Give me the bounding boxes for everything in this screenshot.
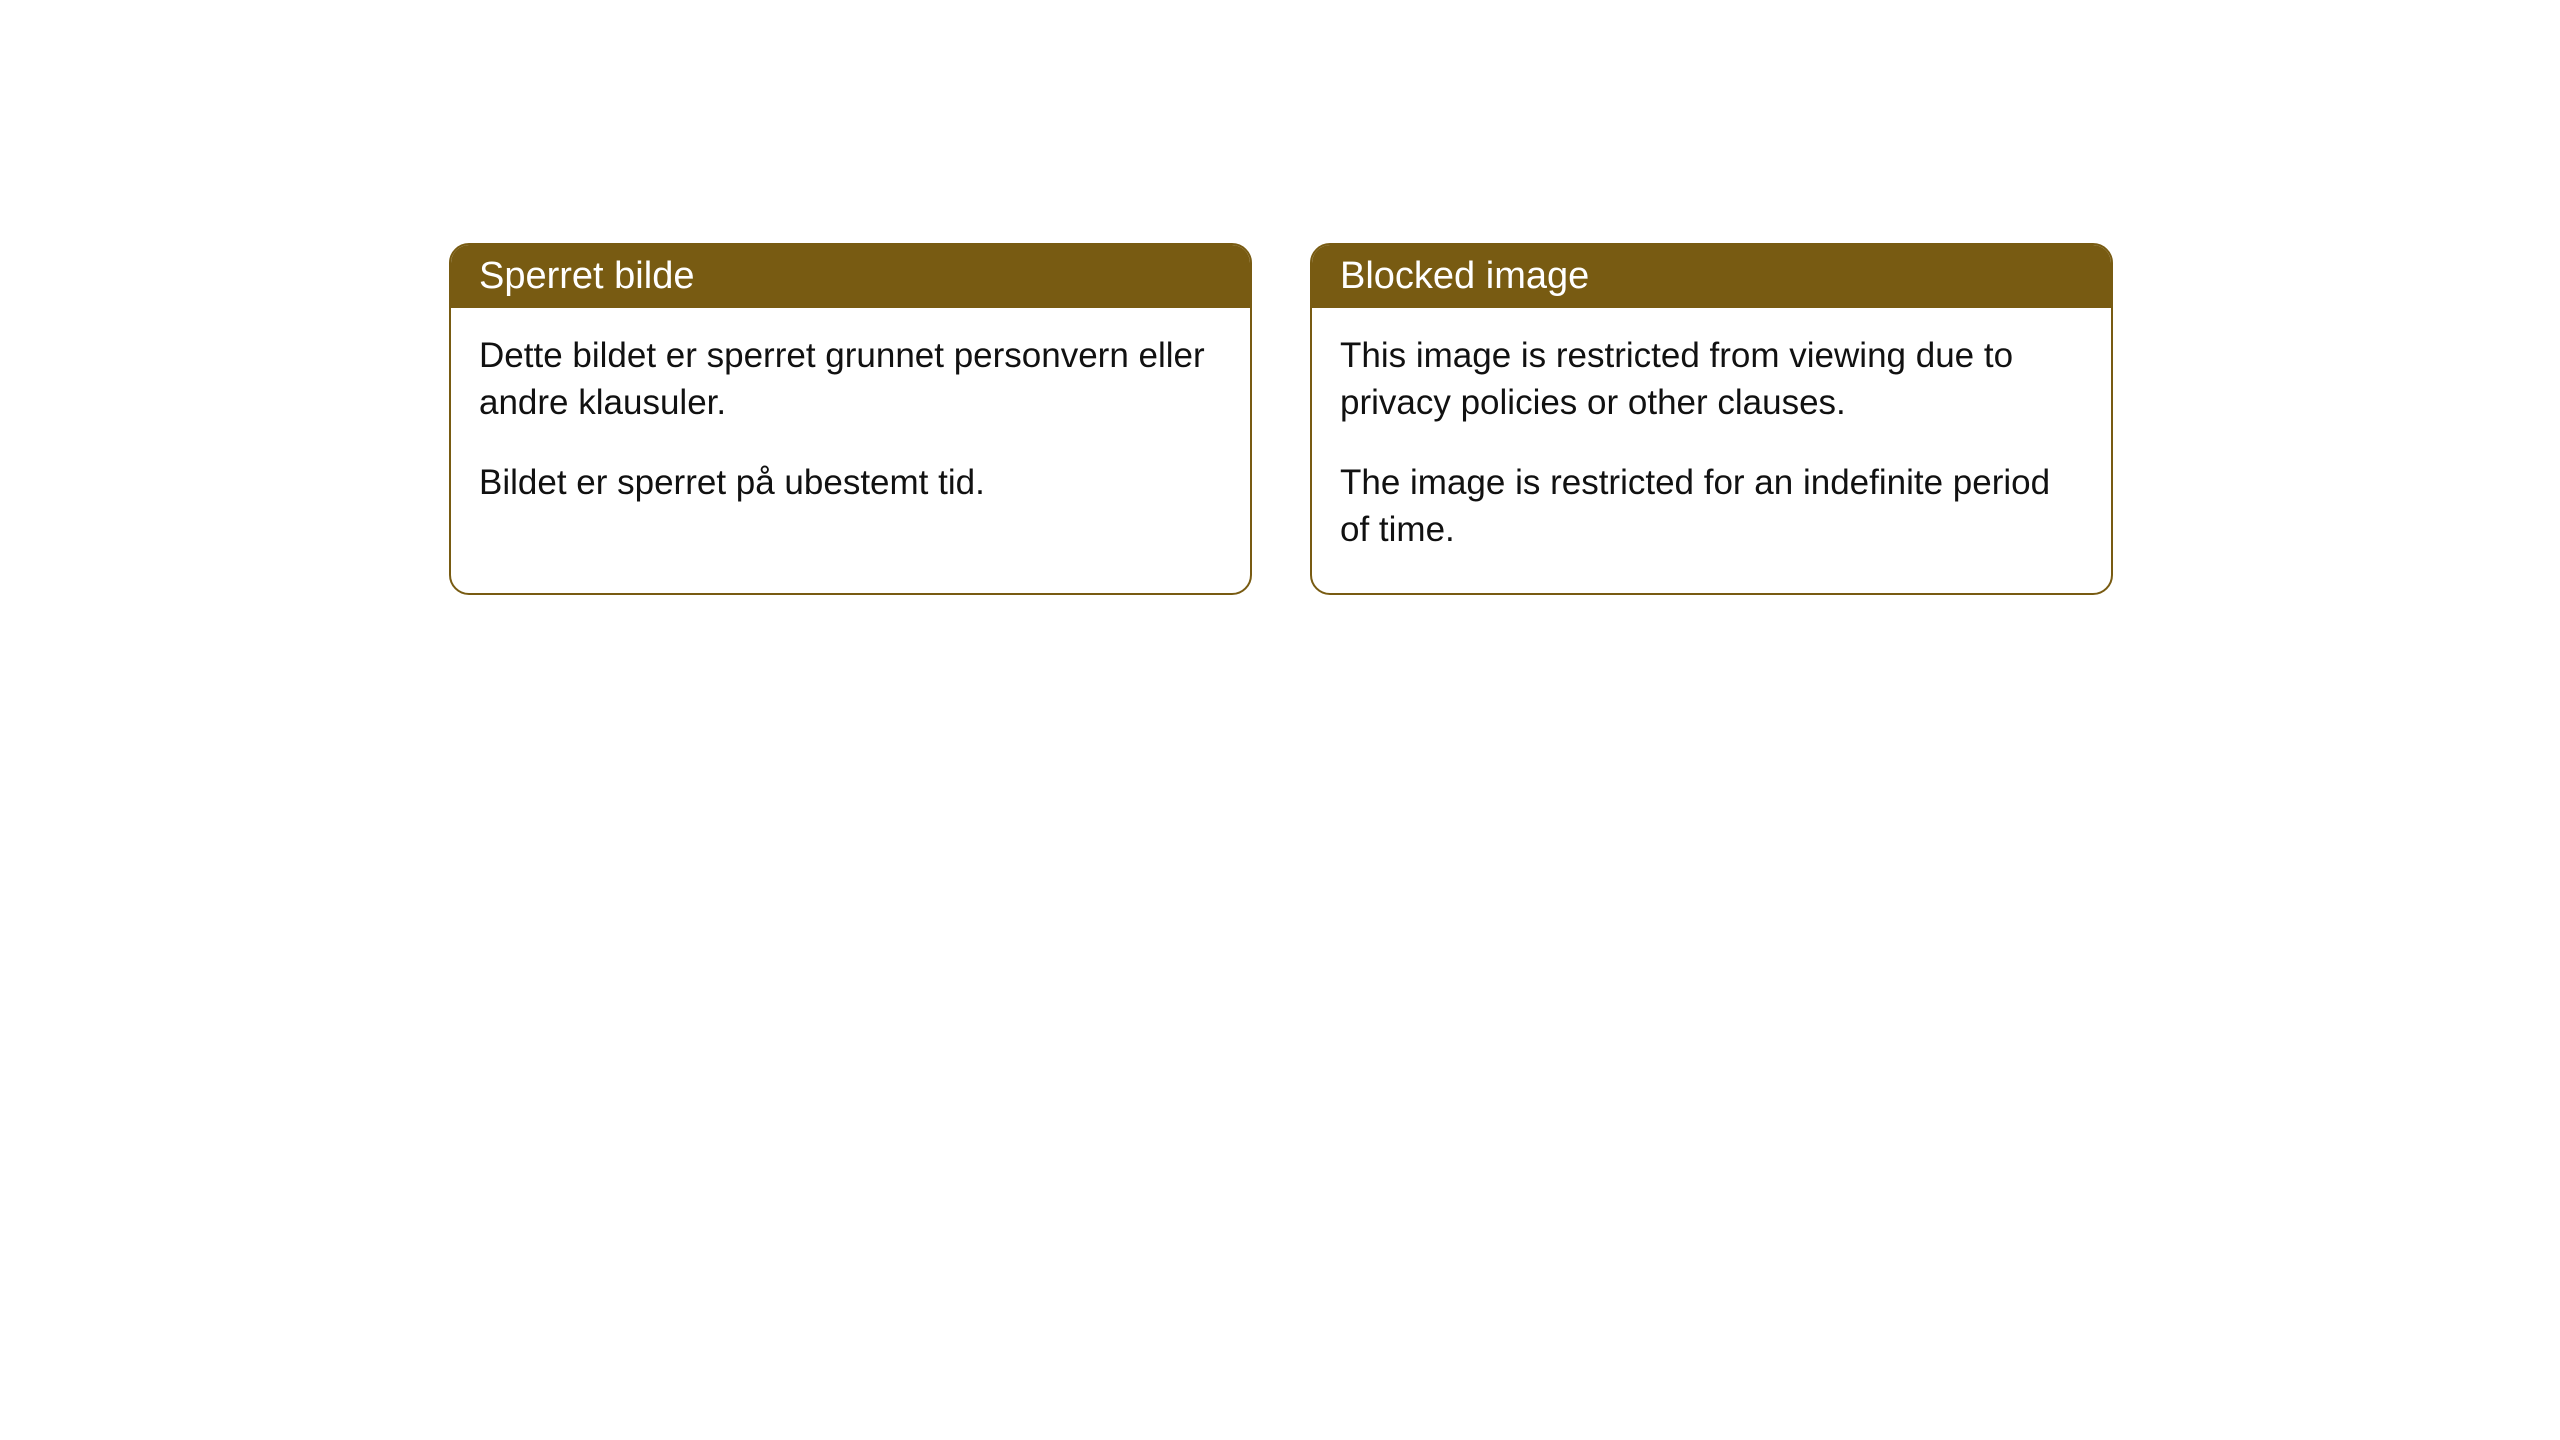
notice-cards-container: Sperret bilde Dette bildet er sperret gr… [449,243,2113,595]
card-header-norwegian: Sperret bilde [451,245,1250,308]
card-paragraph-1: This image is restricted from viewing du… [1340,332,2083,427]
card-body-norwegian: Dette bildet er sperret grunnet personve… [451,308,1250,546]
card-body-english: This image is restricted from viewing du… [1312,308,2111,593]
notice-card-norwegian: Sperret bilde Dette bildet er sperret gr… [449,243,1252,595]
card-paragraph-2: The image is restricted for an indefinit… [1340,459,2083,554]
card-paragraph-2: Bildet er sperret på ubestemt tid. [479,459,1222,506]
card-header-english: Blocked image [1312,245,2111,308]
notice-card-english: Blocked image This image is restricted f… [1310,243,2113,595]
card-paragraph-1: Dette bildet er sperret grunnet personve… [479,332,1222,427]
